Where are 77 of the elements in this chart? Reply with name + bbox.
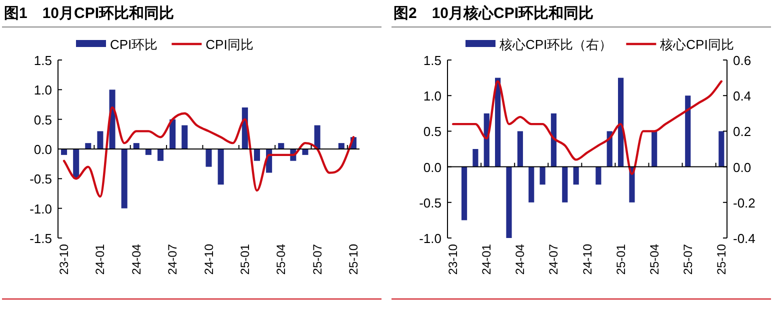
x-tick-label: 24-10 (202, 244, 216, 275)
y-tick-label: -1.5 (30, 231, 52, 246)
x-tick-label: 24-01 (93, 244, 108, 275)
x-tick-label: 23-10 (57, 244, 72, 275)
bar (61, 149, 68, 155)
bar (550, 113, 557, 167)
bar (495, 78, 501, 167)
bar (338, 143, 344, 149)
bar (85, 143, 92, 149)
x-tick-label: 24-04 (129, 244, 144, 275)
bar (157, 149, 164, 161)
bar (540, 166, 546, 185)
bar (218, 149, 224, 185)
bar (121, 149, 128, 208)
x-tick-label: 25-04 (274, 244, 288, 275)
x-tick-label: 25-07 (310, 244, 324, 275)
bar (573, 166, 579, 185)
bar (517, 131, 523, 167)
y-tick-label: -0.5 (30, 172, 52, 187)
bar (254, 149, 260, 161)
x-tick-label: 24-07 (166, 244, 180, 275)
chart-title: 图1 10月CPI环比和同比 (4, 5, 174, 22)
bar (652, 131, 658, 167)
line-series (62, 106, 355, 198)
bar (170, 119, 176, 149)
x-tick-label: 24-01 (480, 244, 494, 275)
bar (278, 143, 284, 149)
bar (302, 149, 308, 155)
bar (506, 166, 512, 238)
legend-label: 核心CPI环比（右） (498, 37, 612, 52)
x-tick-label: 25-04 (647, 244, 662, 275)
bar (73, 149, 80, 179)
y-tick-label: -1.0 (30, 201, 52, 216)
x-tick-label: 23-10 (446, 244, 460, 275)
y-tick-label: 1.5 (423, 53, 442, 68)
y-tick-label: 0.5 (34, 112, 52, 128)
y2-tick-label: 0.0 (733, 160, 752, 175)
line-series (452, 80, 723, 176)
x-tick-label: 25-01 (238, 244, 252, 275)
y2-tick-label: 0.6 (733, 53, 752, 68)
x-tick-label: 25-10 (346, 244, 360, 275)
y-tick-label: 0.5 (423, 124, 442, 140)
bar (145, 149, 152, 155)
y-tick-label: 0.0 (423, 160, 442, 175)
bar (182, 125, 188, 149)
legend-label: CPI环比 (110, 37, 158, 52)
x-tick-label: 24-10 (580, 244, 594, 275)
bar (596, 166, 602, 185)
bar (97, 131, 104, 149)
bar (472, 149, 478, 167)
x-tick-label: 25-10 (714, 244, 728, 275)
x-tick-label: 25-01 (614, 244, 628, 275)
y2-tick-label: -0.2 (733, 195, 756, 210)
bar (685, 96, 691, 167)
y-tick-label: 1.0 (423, 88, 442, 104)
y2-tick-label: -0.4 (733, 231, 756, 246)
chart-title: 图2 10月核心CPI环比和同比 (394, 4, 594, 22)
y-tick-label: -1.0 (419, 231, 442, 246)
legend-label: CPI同比 (206, 37, 254, 52)
bar (562, 166, 568, 202)
x-tick-label: 24-07 (546, 244, 561, 275)
legend-label: 核心CPI同比 (659, 37, 734, 52)
y-tick-label: 1.0 (34, 82, 52, 98)
y2-tick-label: 0.2 (733, 124, 752, 140)
bar (314, 125, 320, 149)
y-tick-label: 1.5 (34, 53, 52, 68)
y-tick-label: -0.5 (419, 195, 442, 210)
x-tick-label: 25-07 (680, 244, 695, 275)
bar (461, 166, 468, 220)
y-tick-label: 0.0 (34, 142, 52, 157)
bar (528, 166, 534, 202)
bar (618, 78, 624, 167)
y2-tick-label: 0.4 (733, 88, 752, 104)
bar (206, 149, 212, 167)
bar (718, 131, 724, 167)
bar (133, 143, 140, 149)
x-tick-label: 24-04 (513, 244, 528, 275)
